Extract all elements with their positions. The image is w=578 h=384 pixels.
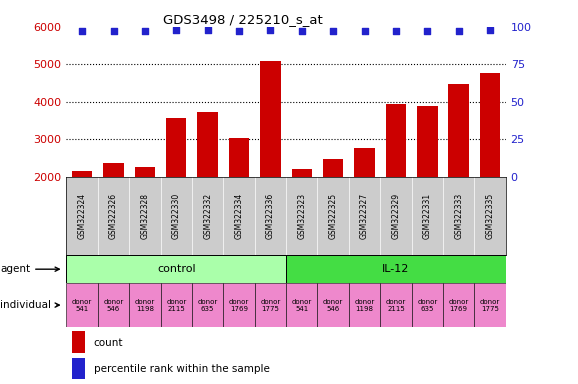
Text: GSM322331: GSM322331: [423, 193, 432, 239]
Text: donor
541: donor 541: [72, 299, 92, 311]
Bar: [135, 167, 155, 252]
Text: donor
1775: donor 1775: [260, 299, 280, 311]
Bar: [260, 61, 281, 252]
Text: donor
1198: donor 1198: [135, 299, 155, 311]
Text: GSM322325: GSM322325: [329, 193, 338, 239]
Point: [266, 27, 275, 33]
Bar: [291, 169, 312, 252]
Bar: [323, 159, 343, 252]
Text: donor
546: donor 546: [103, 299, 124, 311]
Bar: [286, 255, 506, 283]
Bar: [72, 171, 92, 252]
Bar: [229, 139, 249, 252]
Bar: [286, 283, 317, 327]
Text: GSM322333: GSM322333: [454, 193, 463, 239]
Point: [328, 28, 338, 35]
Bar: [449, 84, 469, 252]
Text: donor
1769: donor 1769: [449, 299, 469, 311]
Text: GSM322336: GSM322336: [266, 193, 275, 239]
Bar: [66, 255, 286, 283]
Bar: [223, 283, 255, 327]
Text: GSM322323: GSM322323: [297, 193, 306, 239]
Text: percentile rank within the sample: percentile rank within the sample: [94, 364, 269, 374]
Bar: [255, 283, 286, 327]
Bar: [161, 283, 192, 327]
Text: GSM322326: GSM322326: [109, 193, 118, 239]
Text: donor
541: donor 541: [292, 299, 312, 311]
Text: donor
2115: donor 2115: [386, 299, 406, 311]
Bar: [166, 118, 187, 252]
Point: [140, 28, 150, 35]
Bar: [349, 283, 380, 327]
Bar: [72, 358, 85, 379]
Text: count: count: [94, 338, 123, 348]
Bar: [103, 163, 124, 252]
Text: GSM322332: GSM322332: [203, 193, 212, 239]
Bar: [480, 73, 500, 252]
Text: IL-12: IL-12: [382, 264, 410, 274]
Text: GSM322324: GSM322324: [77, 193, 87, 239]
Point: [486, 27, 495, 33]
Text: control: control: [157, 264, 195, 274]
Bar: [192, 283, 223, 327]
Bar: [198, 112, 218, 252]
Bar: [386, 104, 406, 252]
Text: GSM322328: GSM322328: [140, 193, 149, 239]
Bar: [417, 106, 438, 252]
Point: [391, 28, 401, 35]
Text: donor
546: donor 546: [323, 299, 343, 311]
Point: [235, 28, 244, 35]
Point: [454, 28, 464, 35]
Bar: [412, 283, 443, 327]
Bar: [475, 283, 506, 327]
Bar: [443, 283, 475, 327]
Bar: [72, 331, 85, 353]
Bar: [317, 283, 349, 327]
Point: [297, 28, 306, 35]
Text: GSM322327: GSM322327: [360, 193, 369, 239]
Point: [360, 28, 369, 35]
Point: [423, 28, 432, 35]
Bar: [354, 148, 375, 252]
Bar: [129, 283, 161, 327]
Text: GSM322330: GSM322330: [172, 193, 181, 239]
Point: [77, 28, 87, 35]
Bar: [98, 283, 129, 327]
Point: [203, 27, 212, 33]
Text: GSM322329: GSM322329: [391, 193, 401, 239]
Text: individual: individual: [0, 300, 60, 310]
Text: GSM322335: GSM322335: [486, 193, 495, 239]
Point: [172, 27, 181, 33]
Point: [109, 28, 118, 35]
Text: donor
1769: donor 1769: [229, 299, 249, 311]
Text: donor
635: donor 635: [417, 299, 438, 311]
Text: donor
1198: donor 1198: [354, 299, 375, 311]
Text: GSM322334: GSM322334: [235, 193, 243, 239]
Bar: [380, 283, 412, 327]
Text: donor
635: donor 635: [198, 299, 218, 311]
Text: GDS3498 / 225210_s_at: GDS3498 / 225210_s_at: [163, 13, 323, 26]
Text: agent: agent: [0, 264, 60, 274]
Text: donor
1775: donor 1775: [480, 299, 500, 311]
Bar: [66, 283, 98, 327]
Text: donor
2115: donor 2115: [166, 299, 187, 311]
